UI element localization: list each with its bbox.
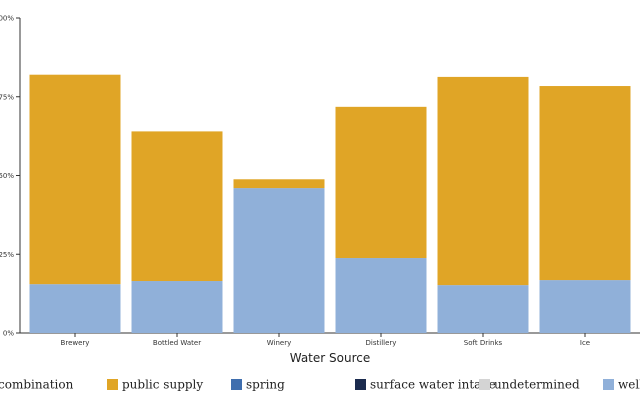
bar-segment: [437, 285, 529, 333]
legend-label: public supply: [122, 378, 203, 392]
x-tick-label: Distillery: [366, 339, 397, 347]
x-tick-label: Bottled Water: [153, 339, 201, 347]
x-tick-label: Winery: [267, 339, 291, 347]
x-tick-label: Ice: [580, 339, 590, 347]
bar-segment: [29, 284, 121, 333]
bar-segment: [335, 106, 427, 259]
bar-segment: [539, 280, 631, 333]
legend-label: surface water intake: [370, 378, 496, 392]
legend-label: combination: [0, 378, 74, 392]
bar-segment: [131, 131, 223, 282]
bar-segment: [539, 86, 631, 281]
legend-swatch: [479, 379, 490, 390]
bar-segment: [233, 188, 325, 333]
legend-label: well: [618, 378, 640, 392]
legend-label: spring: [246, 378, 285, 392]
y-tick-label: 25%: [0, 251, 14, 259]
bar-segment: [233, 179, 325, 189]
legend-swatch: [107, 379, 118, 390]
bar-segment: [29, 74, 121, 285]
y-tick-label: 75%: [0, 93, 14, 101]
bar-segment: [437, 76, 529, 286]
legend-swatch: [231, 379, 242, 390]
legend-label: undetermined: [494, 378, 580, 392]
x-tick-label: Soft Drinks: [464, 339, 503, 347]
bar-segment: [131, 281, 223, 333]
x-tick-label: Brewery: [61, 339, 90, 347]
y-tick-label: 50%: [0, 172, 14, 180]
bar-segment: [335, 258, 427, 333]
y-tick-label: 100%: [0, 15, 14, 23]
legend-swatch: [603, 379, 614, 390]
x-axis-title: Water Source: [290, 351, 371, 365]
legend-swatch: [355, 379, 366, 390]
y-tick-label: 0%: [3, 330, 14, 338]
